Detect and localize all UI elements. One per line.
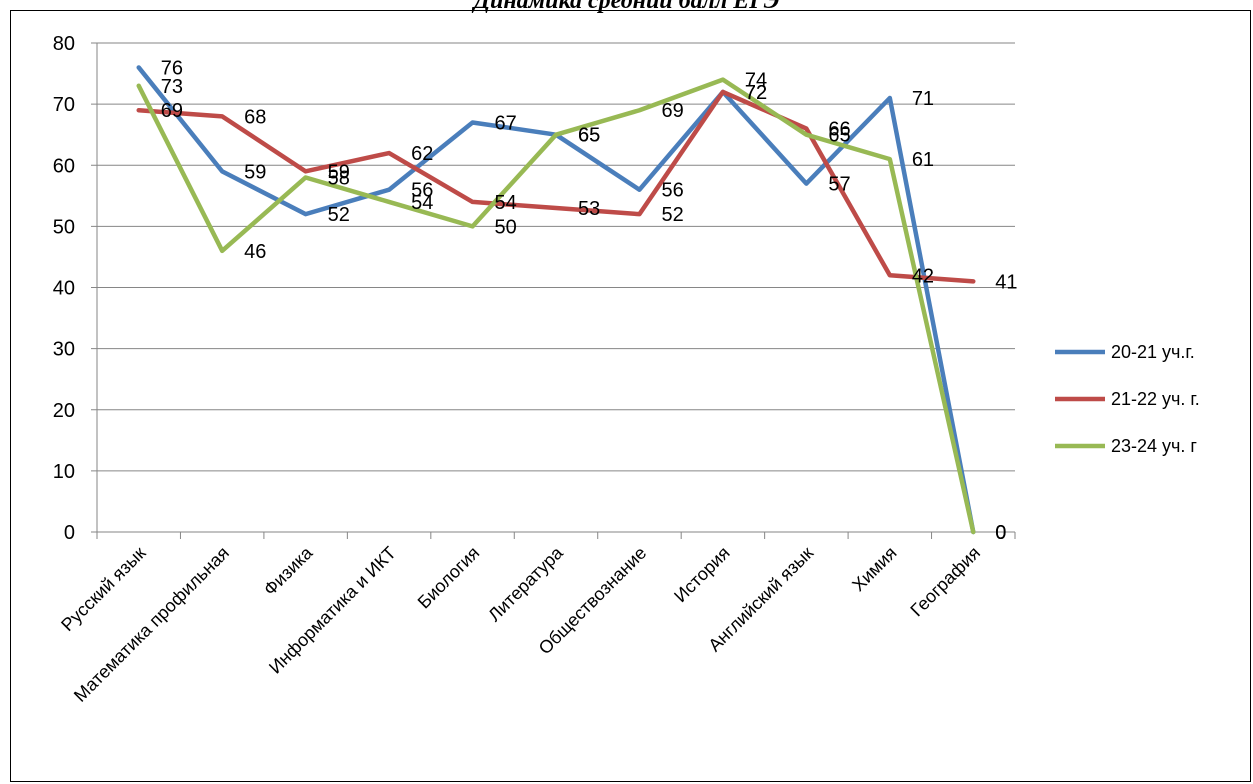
y-tick-label: 80 (53, 33, 75, 55)
data-label: 54 (411, 192, 433, 214)
data-label: 0 (995, 522, 1006, 544)
y-tick-label: 0 (64, 522, 75, 544)
data-label: 74 (745, 70, 767, 92)
data-label: 57 (828, 174, 850, 196)
series-line-2 (136, 89, 976, 284)
y-tick-label: 30 (53, 339, 75, 361)
data-label: 65 (578, 125, 600, 147)
data-label: 59 (328, 161, 350, 183)
data-label: 69 (161, 100, 183, 122)
x-category-label: География (906, 543, 984, 621)
legend-label: 21-22 уч. г. (1111, 389, 1200, 409)
series-line-3 (136, 77, 976, 535)
x-category-label: Химия (848, 543, 901, 596)
y-tick-labels: 0 10 20 30 40 50 60 70 80 (53, 33, 75, 544)
data-label: 0 (995, 522, 1006, 544)
data-label: 68 (244, 106, 266, 128)
axes (91, 42, 1016, 539)
chart-frame (10, 10, 1251, 782)
x-category-label: Физика (260, 542, 318, 600)
data-label: 66 (828, 119, 850, 141)
y-tick-label: 50 (53, 216, 75, 238)
legend-label: 20-21 уч.г. (1111, 342, 1195, 362)
data-label: 53 (578, 198, 600, 220)
data-label: 41 (995, 271, 1017, 293)
gridlines (97, 42, 1015, 533)
data-label: 69 (661, 100, 683, 122)
y-tick-label: 60 (53, 155, 75, 177)
data-label: 62 (411, 143, 433, 165)
data-label: 72 (745, 82, 767, 104)
data-label: 58 (328, 167, 350, 189)
data-label: 72 (745, 82, 767, 104)
series-lines (136, 65, 976, 535)
data-label: 52 (661, 204, 683, 226)
data-label: 59 (244, 161, 266, 183)
y-tick-label: 70 (53, 94, 75, 116)
data-label: 54 (495, 192, 517, 214)
y-tick-label: 20 (53, 400, 75, 422)
y-tick-label: 40 (53, 278, 75, 300)
legend: 20-21 уч.г. 21-22 уч. г. 23-24 уч. г (1055, 342, 1200, 456)
data-label: 65 (828, 125, 850, 147)
x-category-label: История (670, 543, 734, 607)
chart-title: Динамика средний балл ЕГЭ (473, 0, 780, 14)
data-label: 61 (912, 149, 934, 171)
data-label: 67 (495, 112, 517, 134)
data-label: 56 (411, 180, 433, 202)
data-label: 71 (912, 88, 934, 110)
x-category-label: Литература (484, 542, 567, 625)
data-label: 56 (661, 180, 683, 202)
data-label: 50 (495, 216, 517, 238)
x-category-label: Математика профильная (70, 543, 233, 706)
x-category-label: Биология (414, 543, 484, 613)
data-label: 73 (161, 76, 183, 98)
data-label: 65 (578, 125, 600, 147)
legend-label: 23-24 уч. г (1111, 436, 1197, 456)
data-label: 46 (244, 241, 266, 263)
data-label: 76 (161, 57, 183, 79)
x-category-label: Русский язык (57, 543, 149, 635)
data-label: 42 (912, 265, 934, 287)
y-tick-label: 10 (53, 461, 75, 483)
data-label: 52 (328, 204, 350, 226)
